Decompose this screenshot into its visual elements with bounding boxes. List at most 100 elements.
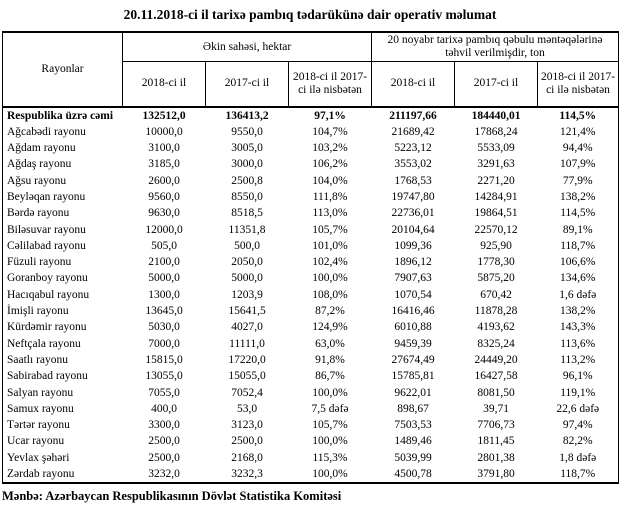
value-cell: 106,6% bbox=[560, 256, 596, 269]
value-cell: 9630,0 bbox=[148, 207, 180, 220]
table-row: Ucar rayonu 2500,0 2500,0 100,0% 1489,46 1811… bbox=[3, 433, 619, 449]
value-cell: 15815,0 bbox=[145, 353, 183, 366]
value-cell: 3123,0 bbox=[231, 419, 263, 432]
table-body: Respublika üzrə cəmi 132512,0 136413,2 97,1… bbox=[3, 107, 619, 484]
value-cell: 22,6 dəfə bbox=[556, 402, 600, 415]
value-cell: 138,2% bbox=[560, 190, 596, 203]
value-cell: 132512,0 bbox=[142, 109, 186, 122]
value-cell: 5533,09 bbox=[477, 142, 515, 155]
subheader-delivered-ratio: 2018-ci il 2017-ci ilə nisbətən bbox=[537, 61, 619, 108]
value-cell: 3791,80 bbox=[477, 468, 515, 481]
value-cell: 14284,91 bbox=[474, 190, 518, 203]
table-row: Ağcabədi rayonu 10000,0 9550,0 104,7% 21689,… bbox=[3, 124, 619, 140]
value-cell: 5000,0 bbox=[148, 272, 180, 285]
table-row: Cəlilabad rayonu 505,0 500,0 101,0% 1099,36 9… bbox=[3, 238, 619, 254]
value-cell: 9550,0 bbox=[231, 125, 263, 138]
value-cell: 21689,42 bbox=[391, 125, 435, 138]
region-name: Kürdəmir rayonu bbox=[7, 321, 87, 334]
value-cell: 3553,02 bbox=[394, 158, 432, 171]
value-cell: 27674,49 bbox=[391, 353, 435, 366]
table-row: Saatlı rayonu 15815,0 17220,0 91,8% 27674,49… bbox=[3, 352, 619, 368]
region-name: Ağdam rayonu bbox=[7, 142, 76, 155]
region-name: Ağsu rayonu bbox=[7, 174, 67, 187]
value-cell: 7055,0 bbox=[148, 386, 180, 399]
value-cell: 400,0 bbox=[151, 402, 177, 415]
value-cell: 136413,2 bbox=[225, 109, 269, 122]
value-cell: 97,4% bbox=[562, 419, 593, 432]
region-name: İmişli rayonu bbox=[7, 305, 69, 318]
region-name: Neftçala rayonu bbox=[7, 337, 81, 350]
value-cell: 1768,53 bbox=[394, 174, 432, 187]
value-cell: 1489,46 bbox=[394, 435, 432, 448]
value-cell: 86,7% bbox=[315, 370, 345, 383]
region-name: Ağdaş rayonu bbox=[7, 158, 72, 171]
table-row: Zərdab rayonu 3232,0 3232,3 100,0% 4500,78 37… bbox=[3, 466, 619, 483]
value-cell: 184440,01 bbox=[471, 109, 521, 122]
value-cell: 2100,0 bbox=[148, 256, 180, 269]
subheader-sown-2018: 2018-ci il bbox=[122, 61, 206, 108]
region-name: Beyləqan rayonu bbox=[7, 190, 86, 203]
value-cell: 134,6% bbox=[560, 272, 596, 285]
table-row: Salyan rayonu 7055,0 7052,4 100,0% 9622,01 80… bbox=[3, 385, 619, 401]
value-cell: 11351,8 bbox=[228, 223, 266, 236]
value-cell: 13645,0 bbox=[145, 305, 183, 318]
value-cell: 91,8% bbox=[315, 353, 345, 366]
region-name: Samux rayonu bbox=[7, 402, 74, 415]
value-cell: 211197,66 bbox=[389, 109, 437, 122]
value-cell: 1099,36 bbox=[394, 239, 432, 252]
source-note: Mənbə: Azərbaycan Respublikasının Dövlət… bbox=[2, 489, 342, 504]
value-cell: 3232,0 bbox=[148, 468, 180, 481]
table-row: Neftçala rayonu 7000,0 11111,0 63,0% 9459,39… bbox=[3, 336, 619, 352]
table-row: Samux rayonu 400,0 53,0 7,5 dəfə 898,67 39,71… bbox=[3, 401, 619, 417]
region-name: Füzuli rayonu bbox=[7, 256, 72, 269]
value-cell: 100,0% bbox=[312, 435, 348, 448]
value-cell: 4500,78 bbox=[394, 468, 432, 481]
value-cell: 2801,38 bbox=[477, 451, 515, 464]
value-cell: 17868,24 bbox=[474, 125, 518, 138]
region-name: Bərdə rayonu bbox=[7, 207, 70, 220]
region-name: Tərtər rayonu bbox=[7, 419, 70, 432]
value-cell: 1896,12 bbox=[394, 256, 432, 269]
region-name: Goranboy rayonu bbox=[7, 272, 88, 285]
column-header-rayonlar: Rayonlar bbox=[2, 31, 123, 108]
region-name: Ağcabədi rayonu bbox=[7, 125, 86, 138]
value-cell: 500,0 bbox=[234, 239, 260, 252]
value-cell: 7907,63 bbox=[394, 272, 432, 285]
table-header: Rayonlar Əkin sahəsi, hektar 20 noyabr t… bbox=[2, 31, 619, 108]
region-name: Ucar rayonu bbox=[7, 435, 65, 448]
value-cell: 103,2% bbox=[312, 142, 348, 155]
total-row: Respublika üzrə cəmi 132512,0 136413,2 97,1… bbox=[3, 107, 619, 124]
value-cell: 17220,0 bbox=[228, 353, 266, 366]
value-cell: 2500,8 bbox=[231, 174, 263, 187]
value-cell: 114,5% bbox=[559, 109, 597, 122]
value-cell: 107,9% bbox=[560, 158, 596, 171]
value-cell: 3000,0 bbox=[231, 158, 263, 171]
table-row: Ağdam rayonu 3100,0 3005,0 103,2% 5223,12 553… bbox=[3, 140, 619, 156]
value-cell: 2050,0 bbox=[231, 256, 263, 269]
table-row: Bərdə rayonu 9630,0 8518,5 113,0% 22736,01 19… bbox=[3, 205, 619, 221]
value-cell: 11111,0 bbox=[229, 337, 265, 350]
value-cell: 2500,0 bbox=[231, 435, 263, 448]
region-name: Zərdab rayonu bbox=[7, 468, 75, 481]
value-cell: 105,7% bbox=[312, 223, 348, 236]
region-name: Saatlı rayonu bbox=[7, 353, 68, 366]
value-cell: 7706,73 bbox=[477, 419, 515, 432]
value-cell: 100,0% bbox=[312, 468, 348, 481]
region-name: Respublika üzrə cəmi bbox=[7, 109, 114, 122]
value-cell: 118,7% bbox=[560, 239, 596, 252]
region-name: Yevlax şəhəri bbox=[7, 451, 70, 464]
value-cell: 5030,0 bbox=[148, 321, 180, 334]
value-cell: 1811,45 bbox=[477, 435, 515, 448]
subheader-sown-2017: 2017-ci il bbox=[205, 61, 289, 108]
value-cell: 7000,0 bbox=[148, 337, 180, 350]
value-cell: 19864,51 bbox=[474, 207, 518, 220]
group-header-sown-area: Əkin sahəsi, hektar bbox=[122, 31, 372, 62]
region-name: Cəlilabad rayonu bbox=[7, 239, 86, 252]
value-cell: 3185,0 bbox=[148, 158, 180, 171]
subheader-delivered-2018: 2018-ci il bbox=[371, 61, 455, 108]
table-row: Beyləqan rayonu 9560,0 8550,0 111,8% 19747,8… bbox=[3, 189, 619, 205]
value-cell: 82,2% bbox=[562, 435, 593, 448]
value-cell: 7052,4 bbox=[231, 386, 263, 399]
value-cell: 15055,0 bbox=[228, 370, 266, 383]
value-cell: 39,71 bbox=[483, 402, 509, 415]
